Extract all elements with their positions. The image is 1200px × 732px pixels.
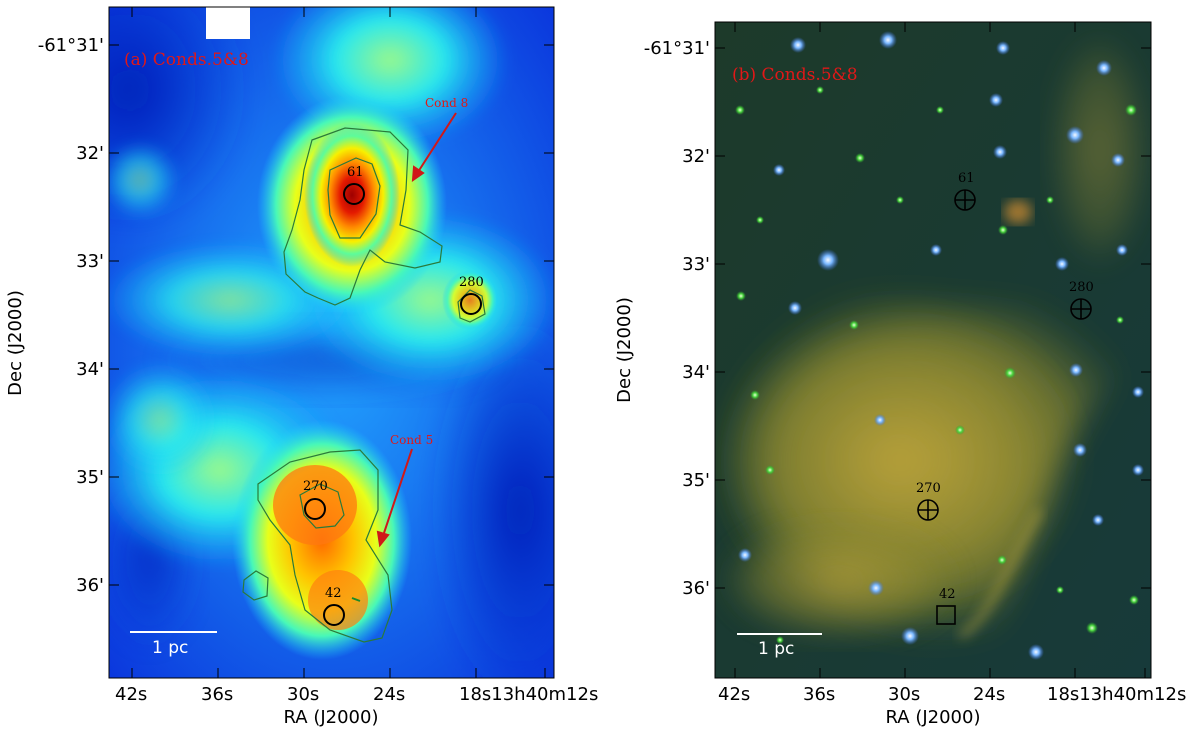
panel-b-xlabel: RA (J2000) [886,707,981,728]
panel-a-yticklabels: -61°31' 32' 33' 34' 35' 36' [38,35,104,596]
panel-b: 61 280 270 42 (b) Conds.5&8 1 pc 42s 36s… [614,21,1186,728]
panel-b-xtick-label: 18s13h40m12s [1047,684,1186,705]
panel-a-xtick-label: 30s [287,684,319,705]
panel-a-frame [108,6,555,679]
panel-b-ytick-label: 36' [682,578,710,599]
source-280-marker [460,293,482,315]
source-280-label: 280 [1069,280,1094,295]
panel-b-ytick-label: 35' [682,470,710,491]
source-280-marker [1070,298,1092,320]
source-270-marker [304,498,326,520]
panel-b-xtick-label: 24s [973,684,1005,705]
panel-a-ytick-label: 36' [76,575,104,596]
panel-b-ytick-label: 32' [682,146,710,167]
source-42-marker [936,605,956,625]
source-42-label: 42 [325,586,342,601]
panel-a-contours [242,127,486,643]
panel-a-ylabel: Dec (J2000) [5,290,26,396]
panel-a-ytick-label: 35' [76,467,104,488]
panel-a-ytick-label: 32' [76,143,104,164]
panel-b-xtick-label: 30s [888,684,920,705]
source-61-label: 61 [958,171,975,186]
source-42-marker [323,604,345,626]
panel-a-image [109,7,554,678]
panel-a-label: (a) Conds.5&8 [124,50,249,70]
panel-a-ytick-label: 34' [76,359,104,380]
source-61-marker [343,183,365,205]
panel-b-ytick-label: -61°31' [644,38,710,59]
source-61-label: 61 [347,165,364,180]
panel-b-label: (b) Conds.5&8 [732,65,858,85]
panel-b-yticklabels: -61°31' 32' 33' 34' 35' 36' [644,38,710,599]
panel-a-ytick-label: 33' [76,251,104,272]
panel-b-scalebar-label: 1 pc [758,639,794,659]
panel-b-xtick-label: 36s [803,684,835,705]
panel-b-xticklabels: 42s 36s 30s 24s 18s13h40m12s [718,684,1186,705]
panel-b-ticks [715,22,1151,678]
source-270-label: 270 [916,481,941,496]
panel-b-ylabel: Dec (J2000) [614,297,635,403]
source-42-label: 42 [939,587,956,602]
panel-b-xtick-label: 42s [718,684,750,705]
panel-a-sources [304,183,482,626]
source-270-marker [917,499,939,521]
panel-b-sources [917,189,1092,625]
panel-a-xtick-label: 36s [201,684,233,705]
panel-a-xticklabels: 42s 36s 30s 24s 18s13h40m12s [115,684,598,705]
panel-a-scalebar-label: 1 pc [152,638,188,658]
panel-b-stars [735,31,1144,660]
cond5-label: Cond 5 [390,433,433,447]
source-270-label: 270 [303,479,328,494]
panel-b-ytick-label: 34' [682,362,710,383]
panel-b-ytick-label: 33' [682,254,710,275]
panel-a-xtick-label: 42s [115,684,147,705]
source-61-marker [954,189,976,211]
panel-a-ytick-label: -61°31' [38,35,104,56]
panel-a-xlabel: RA (J2000) [284,707,379,728]
panel-a: Cond 8 Cond 5 61 280 270 42 (a) Conds.5&… [5,6,598,728]
panel-a-arrows [376,112,457,548]
source-280-label: 280 [459,275,484,290]
panel-b-image [715,22,1151,678]
panel-a-ticks [109,7,554,678]
cond8-label: Cond 8 [425,96,468,110]
panel-a-xtick-label: 24s [373,684,405,705]
panel-b-frame [714,21,1152,679]
panel-a-xtick-label: 18s13h40m12s [459,684,598,705]
